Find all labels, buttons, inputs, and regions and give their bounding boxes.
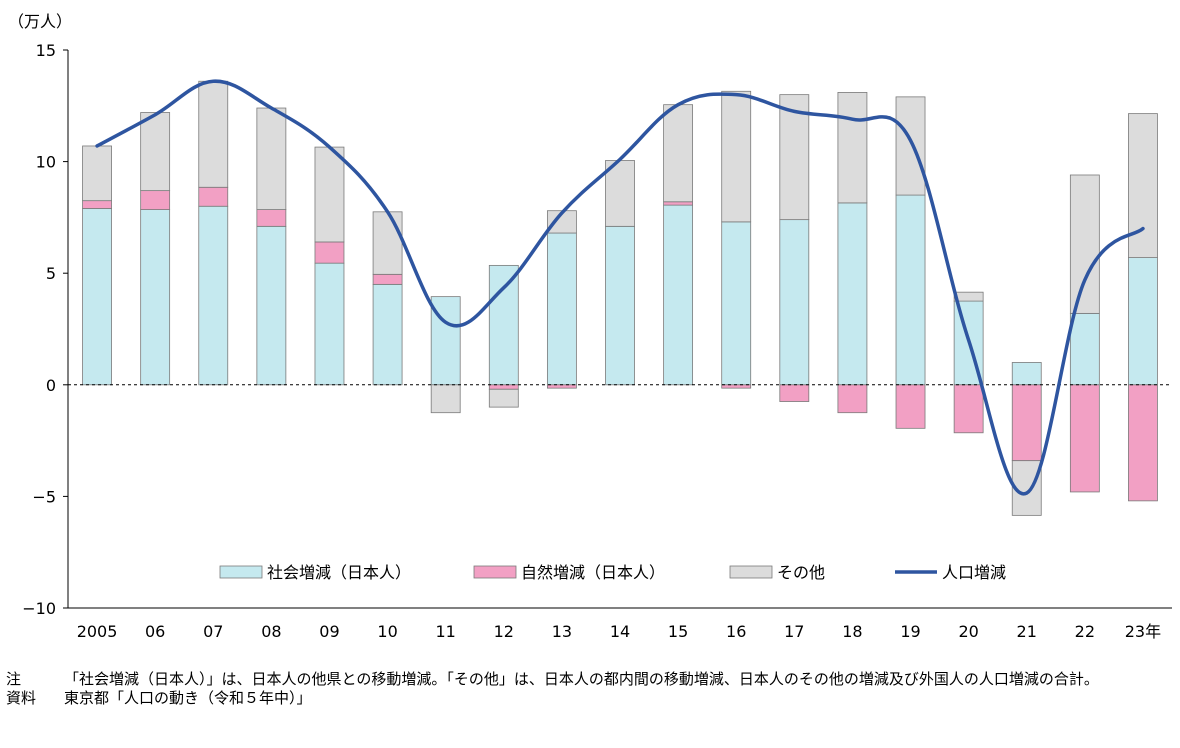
- bar-segment: [1069, 384, 1100, 493]
- bar-segment: [895, 96, 926, 196]
- bar-segment: [663, 104, 694, 203]
- bar-segment: [82, 208, 112, 386]
- y-tick-label: −10: [22, 599, 56, 618]
- bar-segment: [546, 384, 577, 389]
- x-tick-label: 19: [900, 622, 920, 641]
- bar-segment: [663, 201, 694, 206]
- legend-label: 自然増減（日本人）: [521, 563, 665, 582]
- source-key: 資料: [6, 689, 37, 707]
- bar-segment: [895, 384, 926, 429]
- y-tick-label: 10: [36, 153, 56, 172]
- note-row: 注 「社会増減（日本人）」は、日本人の他県との移動増減。「その他」は、日本人の都…: [6, 670, 1176, 689]
- bar-segment: [721, 384, 752, 389]
- bar-segment: [140, 190, 171, 210]
- x-tick-label: 22: [1075, 622, 1095, 641]
- line-path: [95, 79, 1145, 496]
- notes: 注 「社会増減（日本人）」は、日本人の他県との移動増減。「その他」は、日本人の都…: [6, 670, 1176, 708]
- source-row: 資料 東京都「人口の動き（令和５年中）」: [6, 689, 1176, 708]
- bars: [82, 80, 1158, 516]
- x-tick-label: 07: [203, 622, 223, 641]
- x-tick-label: 13: [552, 622, 572, 641]
- bar-segment: [256, 209, 287, 227]
- x-tick-label: 09: [319, 622, 339, 641]
- population-line: [95, 79, 1145, 496]
- bar-segment: [1128, 384, 1158, 502]
- bar-segment: [953, 291, 984, 302]
- note-text: 「社会増減（日本人）」は、日本人の他県との移動増減。「その他」は、日本人の都内間…: [64, 670, 1099, 688]
- bar-segment: [1128, 257, 1158, 386]
- bar-segment: [372, 273, 403, 285]
- bar-segment: [546, 232, 577, 386]
- note-key: 注: [6, 670, 22, 688]
- source-text: 東京都「人口の動き（令和５年中）」: [64, 689, 312, 707]
- bar-segment: [82, 200, 112, 209]
- x-tick-label: 23年: [1125, 622, 1161, 641]
- bar-segment: [198, 205, 229, 386]
- legend-label: その他: [777, 563, 825, 582]
- bar-segment: [82, 145, 112, 202]
- bar-segment: [721, 90, 752, 223]
- bar-segment: [663, 204, 694, 386]
- x-tick-label: 11: [436, 622, 456, 641]
- bar-segment: [140, 112, 171, 192]
- bar-segment: [721, 221, 752, 386]
- x-tick-label: 15: [668, 622, 688, 641]
- x-axis: 2005 06 07 08 09 10 11 12 13 14 15 16 17 18 19 20 21 22 23…: [68, 607, 1172, 641]
- bar-segment: [1069, 174, 1100, 314]
- x-tick-label: 06: [145, 622, 165, 641]
- chart: （万人） 15 10 5 0 −5 −10 2005 06 07 08 09 10 11 12 13 14 1…: [8, 12, 1172, 641]
- bar-segment: [1069, 312, 1100, 386]
- y-unit-label: （万人）: [8, 12, 72, 31]
- legend-label: 社会増減（日本人）: [267, 563, 411, 582]
- bar-segment: [895, 194, 926, 386]
- bar-segment: [488, 388, 519, 408]
- bar-segment: [488, 384, 519, 390]
- y-tick-label: −5: [32, 487, 56, 506]
- x-tick-label: 18: [842, 622, 862, 641]
- bar-segment: [837, 202, 868, 386]
- x-tick-label: 21: [1017, 622, 1037, 641]
- bar-segment: [488, 264, 519, 386]
- bar-segment: [837, 92, 868, 204]
- bar-segment: [140, 209, 171, 386]
- y-tick-label: 5: [46, 264, 56, 283]
- bar-segment: [953, 384, 984, 434]
- bar-segment: [1011, 384, 1042, 462]
- x-tick-label: 10: [377, 622, 397, 641]
- x-tick-label: 14: [610, 622, 630, 641]
- bar-segment: [1128, 113, 1158, 258]
- x-tick-label: 20: [958, 622, 978, 641]
- bar-segment: [314, 262, 345, 386]
- bar-segment: [256, 225, 287, 386]
- x-tick-label: 12: [494, 622, 514, 641]
- x-tick-label: 2005: [77, 622, 118, 641]
- bar-segment: [779, 219, 810, 386]
- bar-segment: [430, 384, 461, 414]
- x-tick-label: 17: [784, 622, 804, 641]
- bar-segment: [372, 283, 403, 386]
- bar-segment: [314, 146, 345, 243]
- y-tick-label: 0: [46, 376, 56, 395]
- bar-segment: [605, 225, 635, 386]
- legend-swatch: [219, 565, 263, 579]
- legend-swatch: [729, 565, 773, 579]
- bar-segment: [779, 384, 810, 402]
- bar-segment: [314, 241, 345, 264]
- x-tick-label: 16: [726, 622, 746, 641]
- bar-segment: [779, 94, 810, 221]
- legend: 社会増減（日本人） 自然増減（日本人） その他 人口増減: [219, 563, 1006, 582]
- y-tick-label: 15: [36, 41, 56, 60]
- bar-segment: [837, 384, 868, 414]
- bar-segment: [372, 211, 403, 275]
- bar-segment: [198, 80, 229, 188]
- bar-segment: [256, 107, 287, 210]
- legend-label: 人口増減: [942, 563, 1006, 582]
- bar-segment: [1011, 362, 1042, 386]
- y-axis: 15 10 5 0 −5 −10: [22, 41, 69, 618]
- bar-segment: [605, 160, 635, 227]
- x-tick-label: 08: [261, 622, 281, 641]
- legend-swatch: [473, 565, 517, 579]
- bar-segment: [198, 186, 229, 207]
